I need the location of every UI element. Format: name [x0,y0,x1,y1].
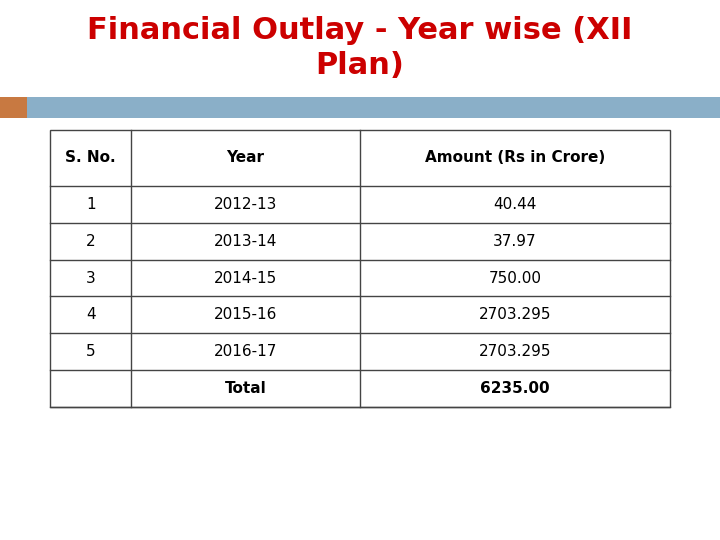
Bar [50,130,670,407]
Text: 750.00: 750.00 [488,271,541,286]
Text: 2: 2 [86,234,96,249]
Text: 37.97: 37.97 [493,234,536,249]
Text: S. No.: S. No. [66,151,116,165]
Text: 2012-13: 2012-13 [214,197,277,212]
Text: 4: 4 [86,307,96,322]
Text: 40.44: 40.44 [493,197,536,212]
Text: 2016-17: 2016-17 [214,344,277,359]
Text: 6235.00: 6235.00 [480,381,549,396]
Text: 5: 5 [86,344,96,359]
Text: 2014-15: 2014-15 [214,271,277,286]
Text: 3: 3 [86,271,96,286]
Text: Total: Total [225,381,266,396]
Text: 2013-14: 2013-14 [214,234,277,249]
Text: 2015-16: 2015-16 [214,307,277,322]
Text: 1: 1 [86,197,96,212]
Text: Amount (Rs in Crore): Amount (Rs in Crore) [425,151,605,165]
Text: Year: Year [227,151,264,165]
Text: 2703.295: 2703.295 [479,307,551,322]
Text: 2703.295: 2703.295 [479,344,551,359]
Bar [0,97,27,118]
Text: Financial Outlay - Year wise (XII
Plan): Financial Outlay - Year wise (XII Plan) [87,16,633,80]
